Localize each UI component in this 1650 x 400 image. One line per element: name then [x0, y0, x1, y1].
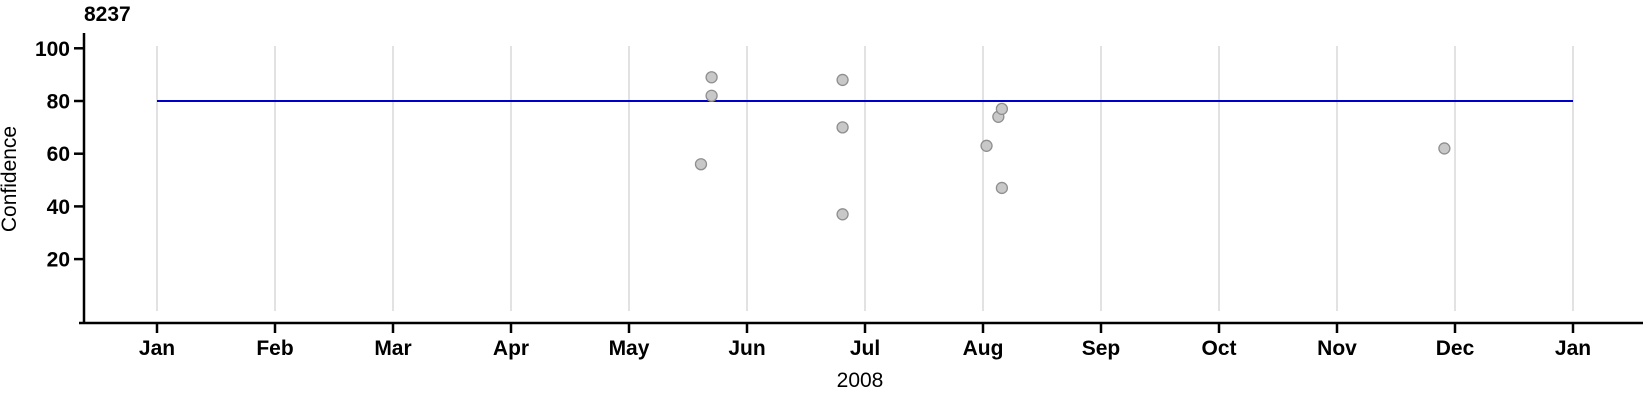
data-point — [980, 139, 993, 152]
y-axis-label: Confidence — [0, 126, 21, 232]
x-tick-label: Aug — [963, 337, 1004, 360]
x-tick-label: May — [609, 337, 650, 360]
data-point — [694, 158, 708, 171]
data-point — [705, 71, 718, 84]
gridlines-layer — [156, 46, 1574, 311]
chart-title: 8237 — [84, 3, 131, 26]
x-tick-label: Nov — [1317, 337, 1357, 360]
data-point — [705, 89, 718, 102]
data-point — [836, 73, 849, 87]
x-axis-label: 2008 — [837, 369, 884, 392]
x-tick-label: Jun — [728, 337, 765, 360]
x-tick-label: Oct — [1201, 337, 1236, 360]
ticks-layer: Jan Feb Mar Apr May Jun Jul Aug Sep Oct Nov Dec Jan 2… — [35, 38, 1591, 360]
y-tick-label: 40 — [47, 196, 70, 219]
data-points-layer — [694, 71, 1451, 221]
x-tick-label: Dec — [1436, 337, 1475, 360]
x-tick-label: Apr — [493, 337, 529, 360]
data-point — [1438, 142, 1451, 155]
data-point — [836, 121, 849, 134]
x-tick-label: Mar — [374, 337, 411, 360]
x-tick-label: Sep — [1082, 337, 1121, 360]
x-tick-label: Jul — [850, 337, 880, 360]
data-point — [995, 102, 1009, 116]
y-tick-label: 20 — [47, 249, 70, 272]
data-point — [995, 181, 1009, 195]
y-tick-label: 100 — [35, 38, 70, 61]
y-tick-label: 80 — [47, 91, 70, 114]
x-tick-label: Jan — [139, 337, 175, 360]
y-tick-label: 60 — [47, 143, 70, 166]
x-tick-label: Jan — [1555, 337, 1591, 360]
x-tick-label: Feb — [256, 337, 293, 360]
data-point — [836, 208, 849, 221]
